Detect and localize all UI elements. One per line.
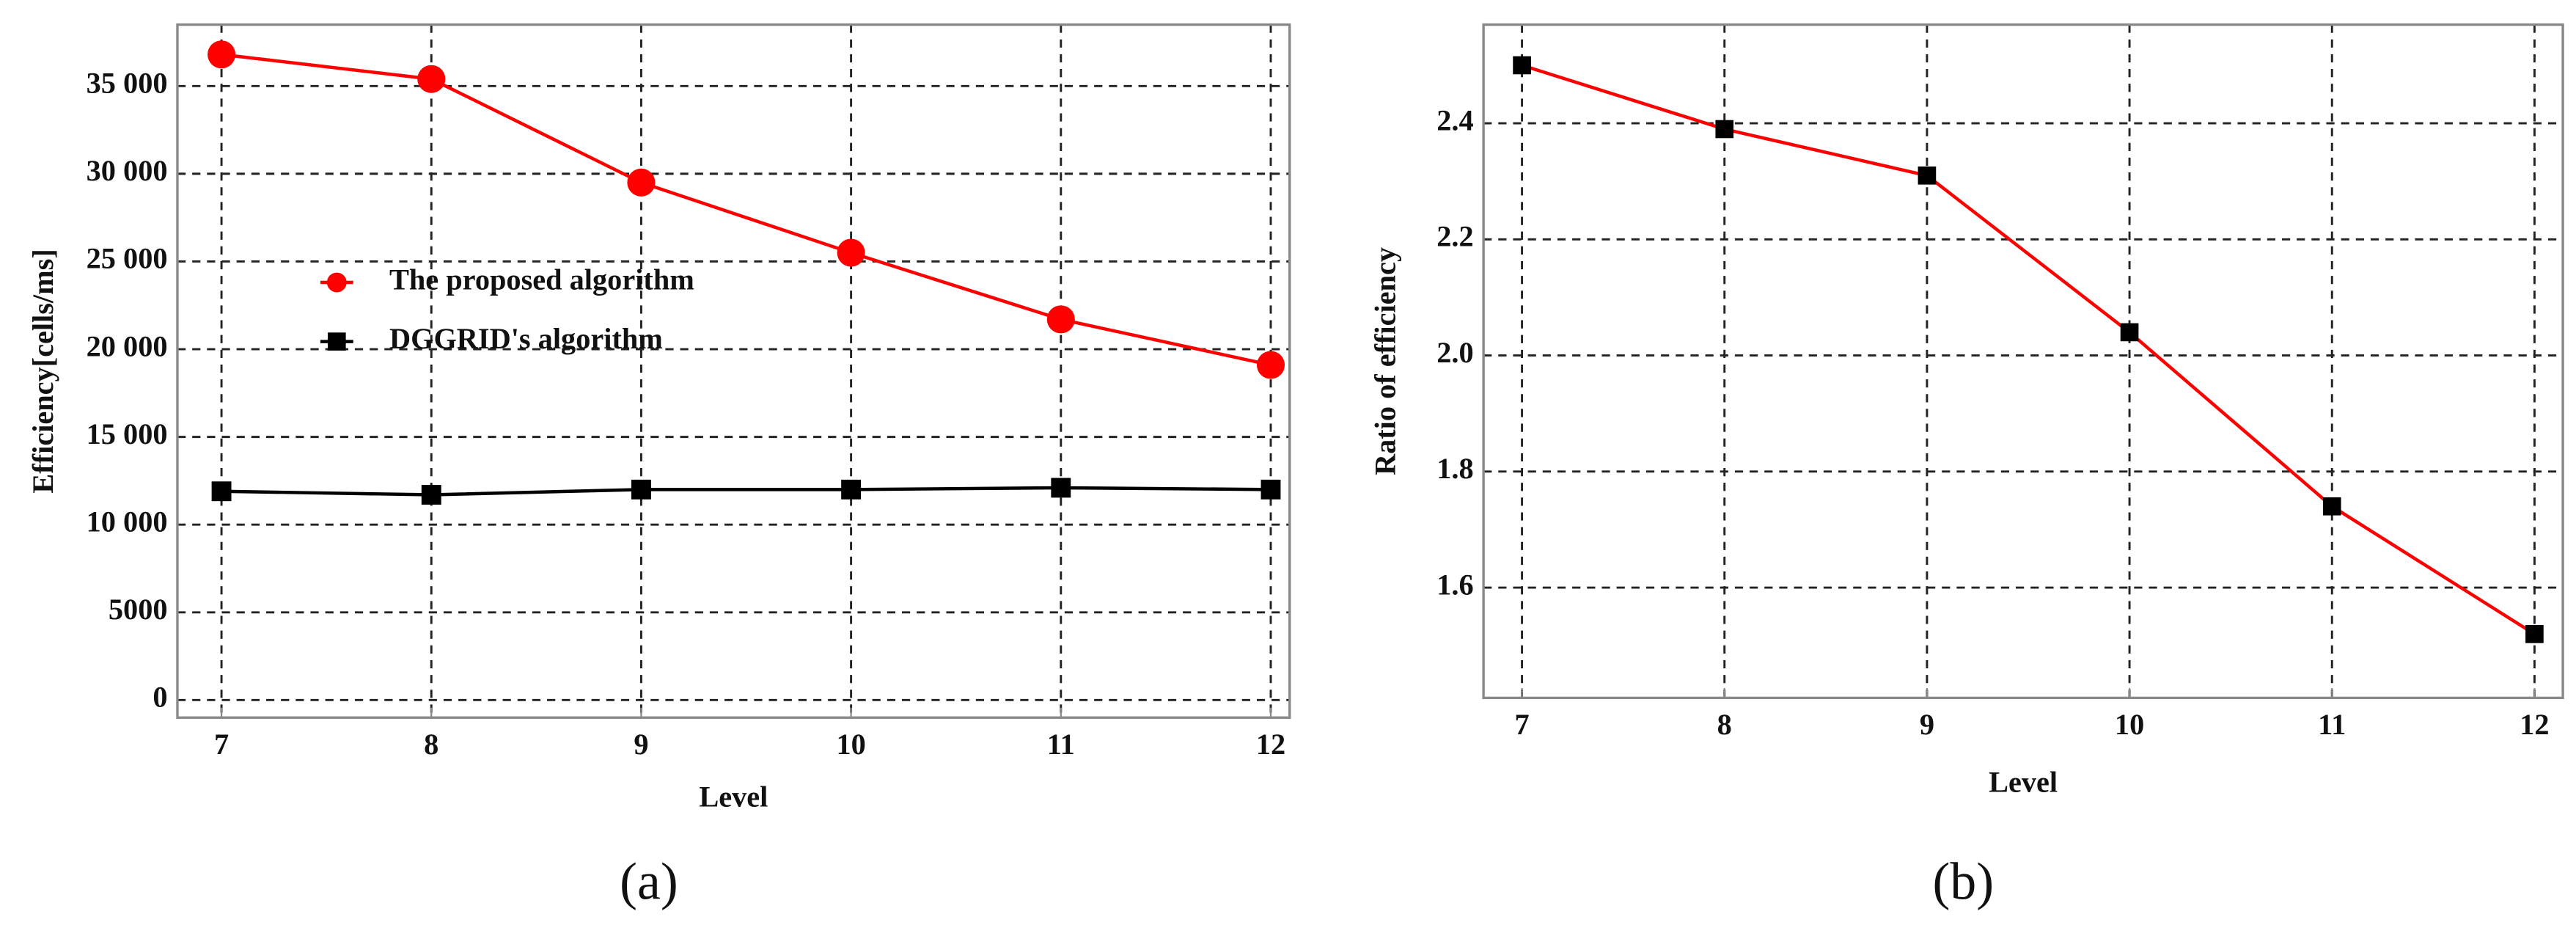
data-point [1051,478,1071,498]
x-tick-label: 7 [1515,708,1530,741]
data-point [2120,323,2139,342]
data-point [1261,479,1281,500]
x-tick-label: 9 [1920,708,1934,741]
y-tick-label: 30 000 [87,154,168,187]
plot-frame [1482,23,2564,700]
data-point [627,168,656,197]
y-tick-label: 25 000 [87,242,168,275]
y-tick-label: 5000 [109,593,168,626]
legend-marker [327,332,346,351]
y-tick-label: 10 000 [87,505,168,538]
x-tick-label: 8 [424,728,438,761]
data-point [1918,166,1937,185]
x-tick-label: 11 [1047,728,1075,761]
data-point [2322,497,2341,516]
y-tick-label: 35 000 [87,67,168,100]
x-axis-label: Level [1989,765,2058,798]
data-point [1256,351,1285,379]
y-tick-label: 2.2 [1436,220,1473,253]
y-tick-label: 0 [153,681,167,714]
data-point [841,479,862,500]
data-point [417,65,446,93]
x-tick-label: 9 [634,728,648,761]
y-tick-label: 1.6 [1436,568,1473,601]
data-point [837,238,865,267]
data-point [2525,625,2544,643]
legend-marker [326,272,347,293]
y-tick-label: 2.4 [1436,103,1473,136]
x-tick-label: 12 [1256,728,1285,761]
data-point [631,479,651,500]
x-tick-label: 10 [836,728,865,761]
data-point [208,40,236,69]
data-point [1046,305,1075,334]
data-point [1715,120,1734,139]
y-tick-label: 15 000 [87,417,168,450]
plot-frame [176,23,1291,719]
panel-label: (b) [1933,852,1995,910]
y-axis-label: Efficiency[cells/ms] [26,249,59,493]
series-line [221,53,1272,367]
legend-label: DGGRID's algorithm [389,322,663,355]
data-point [211,481,232,502]
x-tick-label: 11 [2318,708,2346,741]
x-tick-label: 7 [214,728,229,761]
x-tick-label: 12 [2520,708,2549,741]
x-tick-label: 10 [2115,708,2144,741]
x-tick-label: 8 [1717,708,1732,741]
legend-label: The proposed algorithm [389,263,694,296]
y-tick-label: 2.0 [1436,336,1473,369]
x-axis-label: Level [699,780,768,813]
y-axis-label: Ratio of efficiency [1368,247,1401,475]
data-point [1513,56,1531,75]
series-line [1521,63,2536,636]
y-tick-label: 20 000 [87,329,168,362]
panel-label: (a) [620,852,678,910]
series-line [221,486,1272,497]
data-point [421,485,441,505]
y-tick-label: 1.8 [1436,452,1473,485]
